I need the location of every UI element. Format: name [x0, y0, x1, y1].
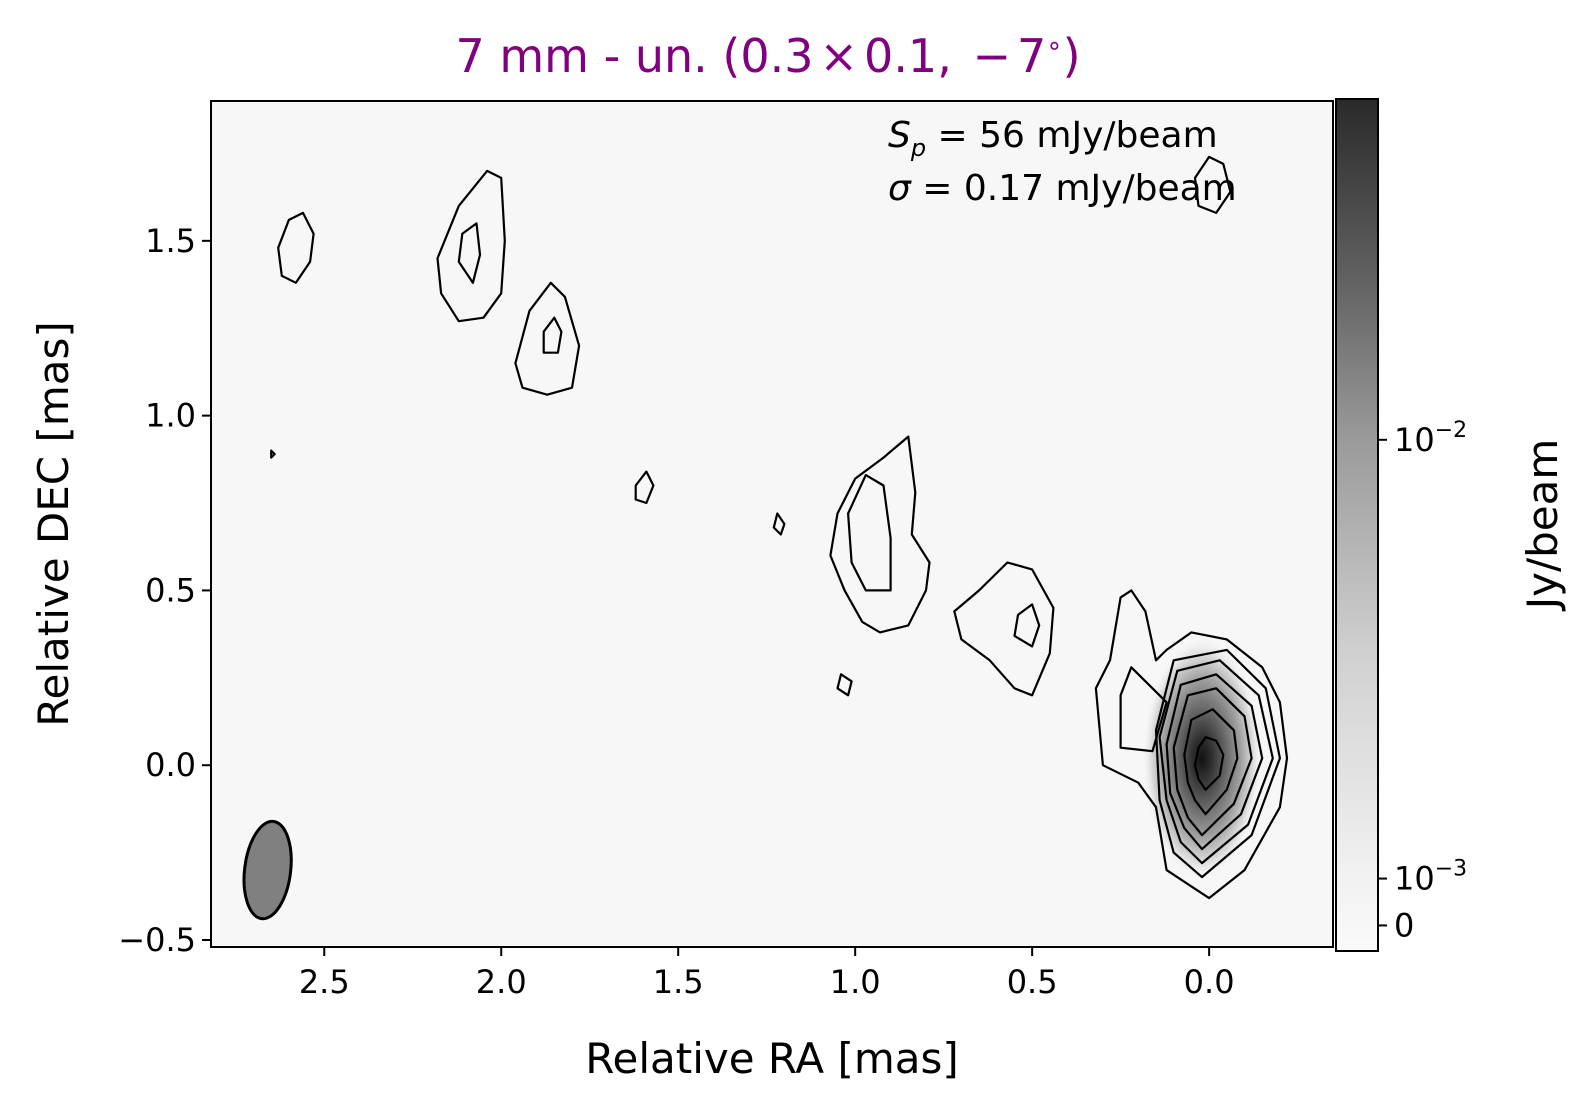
contour-knot-dot-2p65 — [270, 449, 276, 459]
title-angle: 7 — [1017, 29, 1046, 83]
y-tick-label-4: 1.5 — [145, 222, 196, 260]
y-tick-label-0: −0.5 — [118, 921, 196, 959]
colorbar-tick-exp-1: −3 — [1435, 857, 1467, 882]
title-main: 7 mm - un. (0.3 — [455, 29, 813, 83]
x-tick-label-0: 2.5 — [299, 963, 350, 1001]
contour-knot-2p1-outer — [436, 169, 506, 323]
contour-knot-0p9-outer — [829, 435, 931, 634]
contour-core-level-6 — [1172, 687, 1253, 837]
peak-flux-annotation: Sp = 56 mJy/beam — [888, 115, 1218, 162]
image-layer — [270, 155, 1289, 900]
colorbar-label: Jy/beam — [1518, 439, 1567, 613]
x-axis: 2.5 2.0 1.5 1.0 0.5 0.0 — [299, 947, 1235, 1001]
peak-symbol: S — [888, 115, 911, 156]
contour-knot-1p6 — [634, 470, 655, 505]
contour-knot-2p55 — [277, 211, 315, 284]
colorbar-tick-base-2: 0 — [1394, 906, 1414, 944]
contour-knot-0p5-inner — [1013, 603, 1041, 648]
peak-value: 56 mJy/beam — [979, 115, 1218, 156]
contour-knot-0p5-outer — [953, 561, 1055, 697]
colorbar-tick-label-2: 0 — [1394, 906, 1414, 944]
chart-title: 7 mm - un. (0.3 × 0.1, −7∘) — [455, 29, 1080, 83]
contour-knot-1p2 — [772, 512, 786, 536]
y-tick-label-1: 0.0 — [145, 746, 196, 784]
beam-ellipse — [242, 819, 293, 921]
contour-knot-1p85-inner — [542, 316, 563, 354]
title-close: ) — [1063, 29, 1081, 83]
contour-knot-0p9-inner — [846, 474, 892, 592]
contour-core-level-7 — [1183, 708, 1239, 816]
x-tick-label-5: 0.0 — [1184, 963, 1235, 1001]
x-tick-label-3: 1.0 — [830, 963, 881, 1001]
title-minus: − — [972, 29, 1011, 83]
contour-layer — [270, 155, 1289, 900]
contour-core-level-5 — [1165, 673, 1264, 851]
title-times: × — [820, 29, 859, 83]
peak-subscript: p — [910, 134, 926, 162]
noise-symbol: σ — [888, 168, 912, 209]
contour-core-arm-inner — [1119, 666, 1168, 753]
contour-knot-1p05 — [836, 673, 853, 697]
contour-knot-2p1-inner — [457, 222, 482, 284]
noise-value: 0.17 mJy/beam — [964, 168, 1237, 209]
x-tick-label-4: 0.5 — [1007, 963, 1058, 1001]
colorbar-tick-base-0: 10 — [1394, 421, 1435, 459]
contour-core-level-8 — [1193, 736, 1225, 791]
y-tick-label-3: 1.0 — [145, 397, 196, 435]
contour-core-level-3 — [1154, 648, 1282, 879]
y-axis-label: Relative DEC [mas] — [29, 321, 78, 727]
colorbar-tick-exp-0: −2 — [1435, 418, 1467, 443]
x-tick-label-2: 1.5 — [653, 963, 704, 1001]
colorbar-tick-base-1: 10 — [1394, 860, 1435, 898]
title-degree: ∘ — [1046, 31, 1062, 61]
y-axis: −0.5 0.0 0.5 1.0 1.5 — [118, 222, 211, 959]
contour-knot-1p85-outer — [514, 281, 581, 396]
noise-equals: = — [911, 168, 964, 209]
plot-frame — [210, 100, 1334, 948]
colorbar-ticks: 10−210−30 — [1378, 418, 1467, 944]
colorbar-tick-label-0: 10−2 — [1394, 418, 1467, 459]
colorbar — [1335, 98, 1379, 952]
x-tick-label-1: 2.0 — [476, 963, 527, 1001]
contour-knot-top-right — [1193, 155, 1232, 214]
y-tick-label-2: 0.5 — [145, 571, 196, 609]
core-emission — [1142, 636, 1263, 881]
plot-background — [211, 101, 1333, 947]
x-axis-label: Relative RA [mas] — [585, 1034, 959, 1083]
contour-core-outer — [1094, 589, 1289, 900]
contour-core-level-4 — [1158, 659, 1274, 865]
peak-equals: = — [926, 115, 979, 156]
colorbar-tick-label-1: 10−3 — [1394, 857, 1467, 898]
noise-annotation: σ = 0.17 mJy/beam — [888, 168, 1237, 209]
title-mid: 0.1, — [864, 29, 966, 83]
